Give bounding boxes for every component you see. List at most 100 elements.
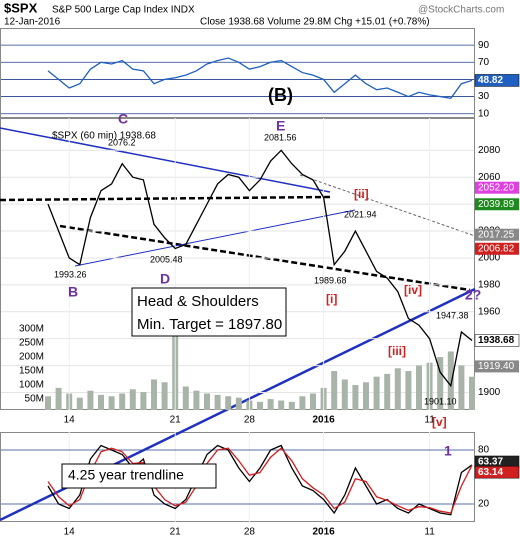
- volume-bar: [288, 401, 295, 410]
- volume-bar: [310, 393, 316, 410]
- ma-chip: [475, 242, 519, 255]
- volume-bar: [235, 397, 242, 410]
- y-tick-label: 1980: [478, 279, 501, 290]
- ma-chip-label: 2052.20: [478, 182, 515, 193]
- ma-chip-label: 2039.89: [478, 199, 515, 210]
- y-tick-label: 1960: [478, 306, 501, 317]
- volume-bar: [341, 379, 348, 410]
- volume-bar: [331, 371, 338, 410]
- volume-bar: [384, 373, 391, 410]
- value-chip: [474, 334, 520, 347]
- volume-bar: [469, 376, 475, 410]
- panel-bottom: [0, 432, 475, 522]
- trendline: [299, 174, 476, 237]
- volume-bar: [257, 401, 263, 410]
- source: @StockCharts.com: [418, 5, 504, 16]
- wave-label: [ii]: [354, 187, 369, 201]
- x-tick-label: 14: [64, 415, 76, 426]
- value-chip: [474, 465, 520, 479]
- volume-bar: [182, 386, 189, 410]
- value-chip-label: 63.37: [478, 457, 503, 468]
- ma-chip-label: 2017.25: [478, 229, 515, 240]
- wave-label: [iii]: [388, 344, 406, 358]
- symbol: $SPX: [4, 0, 38, 15]
- price-label: 1993.26: [54, 269, 87, 279]
- y-tick-label: 80: [478, 445, 490, 456]
- volume-tick-label: 300M: [19, 324, 44, 335]
- x-tick-label: 2016: [312, 415, 335, 426]
- x-tick-label: 2016: [312, 527, 335, 538]
- callout-box: [131, 287, 287, 337]
- volume-bar: [214, 394, 221, 410]
- y-tick-label: 20: [478, 499, 490, 510]
- volume-bar: [119, 393, 126, 410]
- volume-bar: [267, 399, 274, 410]
- volume-bar: [394, 368, 401, 410]
- volume-bar: [151, 379, 157, 410]
- volume-bar: [373, 376, 380, 410]
- wave-label: [iv]: [404, 283, 422, 297]
- volume-bar: [55, 387, 62, 410]
- wave-label: [i]: [326, 292, 337, 306]
- volume-tick-label: 250M: [19, 338, 44, 349]
- wave-label: D: [160, 271, 170, 287]
- x-tick-label: 14: [64, 527, 76, 538]
- volume-bar: [161, 382, 168, 410]
- volume-bar: [225, 396, 232, 410]
- x-tick-label: 21: [170, 415, 182, 426]
- volume-tick-label: 50M: [25, 394, 44, 405]
- x-tick-label: 21: [170, 527, 182, 538]
- wave-label: 1: [444, 443, 452, 459]
- volume-tick-label: 100M: [19, 380, 44, 391]
- ma-chip: [475, 198, 519, 211]
- value-chip-label: 48.82: [478, 75, 503, 86]
- ma-chip: [475, 228, 519, 241]
- x-tick-label: 28: [244, 527, 256, 538]
- ma-chip: [475, 360, 519, 373]
- annotations: (B) C 2076.2 E 2081.56 [ii] 2021.94 1989…: [54, 85, 481, 489]
- volume-bar: [458, 365, 465, 410]
- panel-top: [0, 28, 475, 118]
- callout-text: 4.25 year trendline: [68, 467, 184, 483]
- callout-text: Min. Target = 1897.80: [137, 316, 282, 333]
- volume-bar: [98, 394, 104, 410]
- price-label: 1989.68: [314, 275, 347, 285]
- wave-label: C: [118, 111, 128, 127]
- wave-label: 2?: [465, 287, 481, 303]
- legend-entry: $SPX (60 min) 1938.68: [52, 131, 156, 142]
- ma-chip: [475, 181, 519, 194]
- price-label: 1901.10: [424, 396, 457, 406]
- y-tick-label: 2000: [478, 253, 501, 264]
- date: 12-Jan-2016: [4, 17, 61, 28]
- trendline: [74, 209, 356, 267]
- volume-bar: [363, 382, 369, 410]
- price-label: 2081.56: [264, 132, 297, 142]
- volume-bar: [278, 400, 285, 410]
- y-tick-label: 30: [478, 91, 490, 102]
- volume-bar: [437, 357, 444, 410]
- volume-bar: [129, 389, 136, 410]
- series-line: [47, 444, 473, 516]
- volume-bar: [416, 365, 422, 410]
- volume-bar: [45, 396, 51, 410]
- trendline: [0, 127, 331, 193]
- callout-text: Head & Shoulders: [137, 293, 259, 310]
- value-chip-label: 1938.68: [478, 335, 515, 346]
- x-tick-label: 28: [244, 415, 256, 426]
- price-label: 2005.48: [150, 254, 183, 264]
- y-tick-label: 2080: [478, 145, 501, 156]
- y-tick-label: 10: [478, 108, 490, 119]
- callout-box: [61, 463, 217, 489]
- volume-bar: [140, 392, 147, 410]
- neckline: [0, 195, 331, 202]
- volume-tick-label: 200M: [19, 352, 44, 363]
- series-line: [47, 149, 473, 388]
- volume-bar: [76, 397, 83, 410]
- x-tick-label: 11: [424, 527, 435, 538]
- price-label: 2021.94: [344, 209, 377, 219]
- volume-bar: [299, 396, 306, 410]
- wave-label: E: [276, 118, 285, 134]
- wave-label: [v]: [432, 415, 447, 429]
- value-chip-label: 63.14: [478, 467, 503, 478]
